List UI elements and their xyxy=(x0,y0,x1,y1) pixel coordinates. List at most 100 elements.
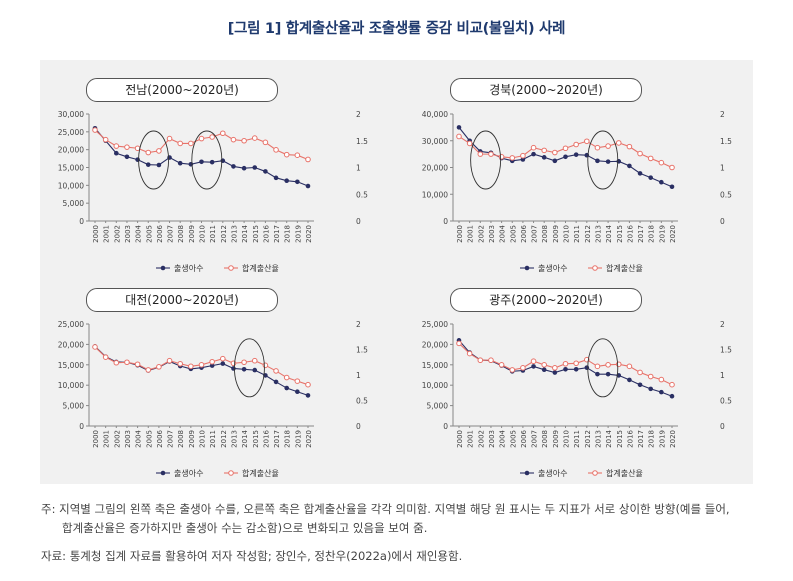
data-point-tfr xyxy=(530,358,537,365)
data-point-births xyxy=(605,371,611,377)
data-point-births xyxy=(241,165,247,171)
left-tick-label: 10,000 xyxy=(58,181,84,190)
x-tick-label: 2013 xyxy=(594,430,602,448)
data-point-tfr xyxy=(177,140,183,147)
x-tick-label: 2005 xyxy=(509,225,517,243)
left-tick-label: 20,000 xyxy=(58,146,84,155)
data-point-tfr xyxy=(541,147,547,154)
data-point-tfr xyxy=(251,357,258,364)
left-tick-label: 0 xyxy=(443,422,448,431)
data-point-tfr xyxy=(220,355,226,362)
data-point-tfr xyxy=(626,143,633,150)
data-point-tfr xyxy=(198,362,205,368)
left-tick-label: 0 xyxy=(443,217,448,226)
x-tick-label: 2012 xyxy=(584,225,592,243)
data-point-tfr xyxy=(198,135,205,142)
data-point-tfr xyxy=(177,360,183,367)
data-point-tfr xyxy=(573,141,579,148)
data-point-births xyxy=(616,159,622,164)
left-tick-label: 20,000 xyxy=(422,164,448,173)
left-tick-label: 10,000 xyxy=(422,381,448,390)
data-point-births xyxy=(252,367,258,373)
data-point-births xyxy=(456,125,462,130)
x-tick-label: 2014 xyxy=(605,224,613,242)
x-tick-label: 2009 xyxy=(552,430,560,448)
legend-label-tfr: 합계출산율 xyxy=(606,263,643,273)
x-tick-label: 2016 xyxy=(626,224,634,242)
data-point-tfr xyxy=(294,378,301,384)
data-point-tfr xyxy=(209,358,215,365)
x-tick-label: 2007 xyxy=(531,430,539,448)
chart-title: 대전(2000~2020년) xyxy=(86,288,278,312)
left-tick-label: 5,000 xyxy=(63,199,85,208)
data-point-births xyxy=(199,159,204,165)
legend-marker-births xyxy=(524,265,530,271)
x-tick-label: 2006 xyxy=(520,224,528,242)
data-point-births xyxy=(209,159,215,165)
x-tick-label: 2016 xyxy=(262,224,270,242)
data-point-births xyxy=(573,366,579,372)
x-tick-label: 2008 xyxy=(177,430,185,448)
chart-gyeongbuk: 0 10,000 20,000 30,000 40,000 0 0.5 1 1.5 2 2000 20… xyxy=(420,72,745,277)
left-tick-label: 15,000 xyxy=(422,361,448,370)
x-tick-label: 2003 xyxy=(124,430,132,448)
data-point-tfr xyxy=(594,363,601,370)
x-tick-label: 2002 xyxy=(477,430,485,448)
right-tick-label: 0 xyxy=(356,422,361,431)
right-tick-label: 1.5 xyxy=(720,346,732,355)
data-point-tfr xyxy=(488,357,494,364)
data-point-tfr xyxy=(294,152,301,158)
x-tick-label: 2019 xyxy=(658,225,666,243)
x-tick-label: 2011 xyxy=(573,430,581,448)
x-tick-label: 2002 xyxy=(113,225,121,243)
data-point-tfr xyxy=(669,164,675,171)
mismatch-ellipse xyxy=(470,130,502,190)
data-point-tfr xyxy=(477,357,484,364)
chart-svg: 0 5,000 10,000 15,000 20,000 25,000 30,000 0 0.5… xyxy=(58,110,368,273)
legend-label-tfr: 합계출산율 xyxy=(606,468,643,478)
data-point-tfr xyxy=(637,150,643,157)
data-point-births xyxy=(627,163,632,169)
legend-label-tfr: 합계출산율 xyxy=(242,263,279,273)
x-tick-label: 2002 xyxy=(477,225,485,243)
legend-label-tfr: 합계출산율 xyxy=(242,468,279,478)
data-point-tfr xyxy=(241,359,247,366)
data-point-tfr xyxy=(466,140,473,147)
left-tick-label: 40,000 xyxy=(422,110,448,119)
data-point-tfr xyxy=(156,148,162,154)
chart-gwangju: 0 5,000 10,000 15,000 20,000 25,000 0 0.5 1 1.5 2 2… xyxy=(420,282,745,482)
right-tick-label: 1.5 xyxy=(720,137,732,146)
data-point-tfr xyxy=(113,143,120,149)
right-tick-label: 1.5 xyxy=(356,346,368,355)
x-tick-label: 2005 xyxy=(509,430,517,448)
chart-title: 전남(2000~2020년) xyxy=(86,78,278,102)
x-tick-label: 2006 xyxy=(156,429,164,447)
data-point-births xyxy=(531,151,536,157)
figure-title: [그림 1] 합계출산율과 조출생률 증감 비교(불일치) 사례 xyxy=(227,21,566,37)
x-tick-label: 2018 xyxy=(284,430,292,448)
right-tick-label: 0 xyxy=(356,217,361,226)
data-point-tfr xyxy=(188,363,194,370)
data-point-births xyxy=(669,393,675,399)
x-tick-label: 2017 xyxy=(273,430,281,448)
right-tick-label: 1 xyxy=(720,164,725,173)
data-point-tfr xyxy=(145,149,152,156)
x-tick-label: 2016 xyxy=(262,429,270,447)
x-tick-label: 2015 xyxy=(616,430,624,448)
data-point-births xyxy=(595,158,600,164)
data-point-tfr xyxy=(134,361,141,368)
data-point-tfr xyxy=(456,340,462,347)
mismatch-ellipse xyxy=(233,338,265,398)
data-point-tfr xyxy=(562,360,569,367)
data-point-tfr xyxy=(562,145,569,152)
data-point-tfr xyxy=(92,344,98,350)
data-point-tfr xyxy=(166,357,173,364)
data-point-tfr xyxy=(658,159,665,166)
data-point-tfr xyxy=(241,137,247,144)
x-tick-label: 2001 xyxy=(467,225,475,243)
x-tick-label: 2006 xyxy=(520,429,528,447)
data-point-births xyxy=(659,179,664,185)
x-tick-label: 2015 xyxy=(616,225,624,243)
data-point-tfr xyxy=(658,376,665,383)
